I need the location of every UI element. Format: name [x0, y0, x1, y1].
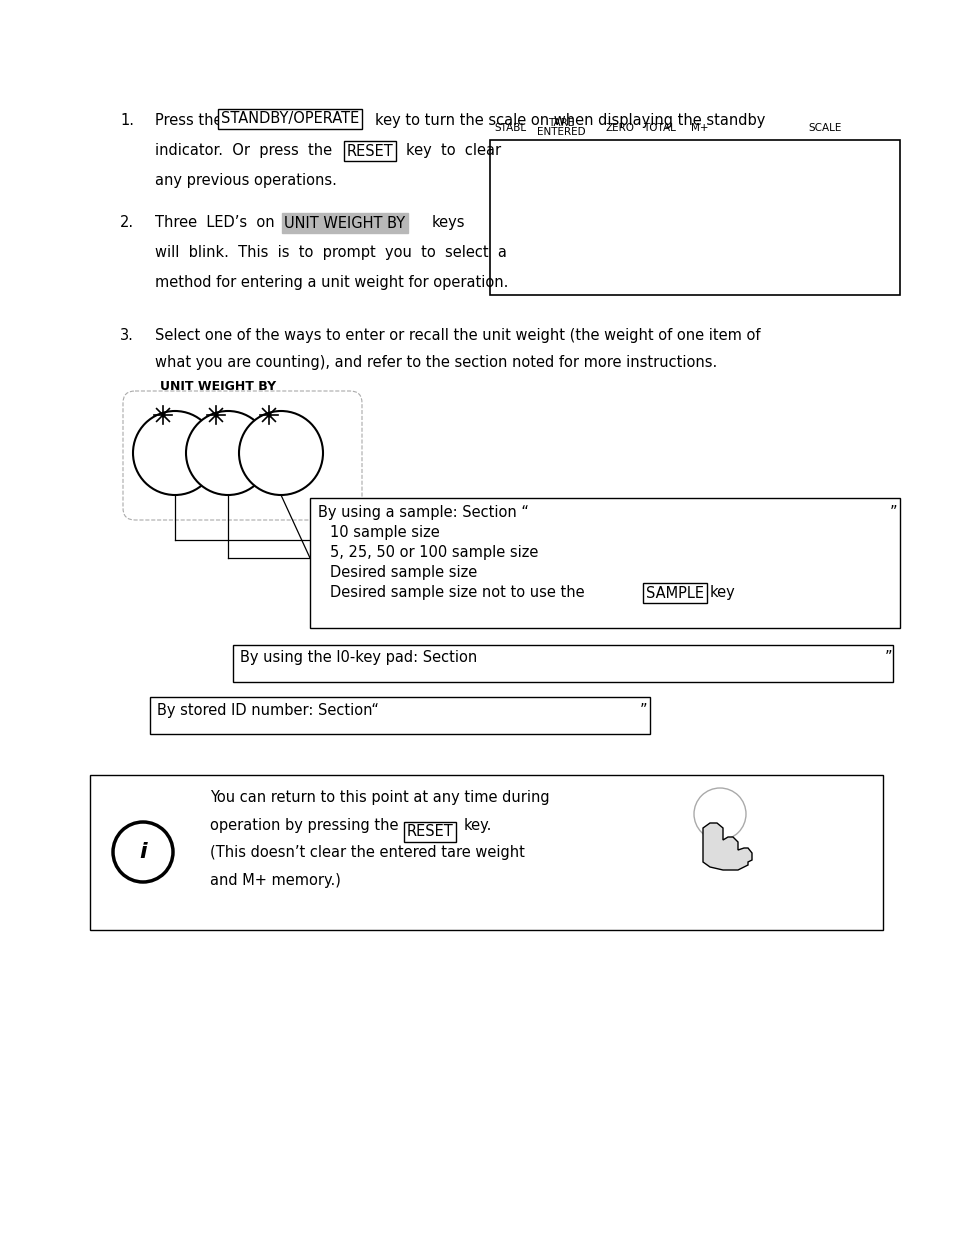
Text: any previous operations.: any previous operations.: [154, 173, 336, 188]
Text: SCALE: SCALE: [807, 124, 841, 133]
Text: M+: M+: [691, 124, 708, 133]
Text: and M+ memory.): and M+ memory.): [210, 873, 340, 888]
Text: Desired sample size not to use the: Desired sample size not to use the: [330, 585, 584, 600]
Bar: [490, 140, 899, 295]
Text: Desired sample size: Desired sample size: [330, 564, 476, 580]
Text: operation by pressing the: operation by pressing the: [210, 818, 398, 832]
Circle shape: [186, 411, 270, 495]
Text: ”: ”: [889, 505, 897, 520]
Text: method for entering a unit weight for operation.: method for entering a unit weight for op…: [154, 275, 508, 290]
Circle shape: [693, 788, 745, 840]
Text: TOTAL: TOTAL: [643, 124, 676, 133]
Text: ZERO: ZERO: [605, 124, 634, 133]
Polygon shape: [702, 823, 751, 869]
Bar: [233, 645, 892, 682]
Text: (This doesn’t clear the entered tare weight: (This doesn’t clear the entered tare wei…: [210, 845, 524, 860]
Text: what you are counting), and refer to the section noted for more instructions.: what you are counting), and refer to the…: [154, 354, 717, 370]
Text: key to turn the scale on when displaying the standby: key to turn the scale on when displaying…: [375, 112, 764, 128]
Text: RESET: RESET: [406, 825, 453, 840]
Text: By stored ID number: Section“: By stored ID number: Section“: [157, 703, 378, 718]
Text: RESET: RESET: [346, 143, 393, 158]
Text: indicator.  Or  press  the: indicator. Or press the: [154, 143, 332, 158]
Text: will  blink.  This  is  to  prompt  you  to  select  a: will blink. This is to prompt you to sel…: [154, 245, 506, 261]
Circle shape: [112, 823, 172, 882]
Text: 5, 25, 50 or 100 sample size: 5, 25, 50 or 100 sample size: [330, 545, 537, 559]
Text: ”: ”: [884, 650, 892, 664]
Text: 3.: 3.: [120, 329, 133, 343]
Text: UNIT WEIGHT BY: UNIT WEIGHT BY: [160, 380, 275, 393]
Bar: [90, 776, 882, 930]
Text: By using the l0-key pad: Section: By using the l0-key pad: Section: [240, 650, 476, 664]
Text: Three  LED’s  on  the: Three LED’s on the: [154, 215, 308, 230]
Text: You can return to this point at any time during: You can return to this point at any time…: [210, 790, 549, 805]
Text: 1.: 1.: [120, 112, 133, 128]
Text: ENTERED: ENTERED: [537, 127, 585, 137]
Text: 2.: 2.: [120, 215, 134, 230]
Bar: [150, 697, 649, 734]
Circle shape: [132, 411, 216, 495]
Text: Press the: Press the: [154, 112, 222, 128]
Text: By using a sample: Section “: By using a sample: Section “: [317, 505, 528, 520]
Text: Select one of the ways to enter or recall the unit weight (the weight of one ite: Select one of the ways to enter or recal…: [154, 329, 760, 343]
Circle shape: [239, 411, 323, 495]
Text: SAMPLE: SAMPLE: [645, 585, 703, 600]
Text: UNIT WEIGHT BY: UNIT WEIGHT BY: [284, 215, 405, 231]
Text: key.: key.: [463, 818, 492, 832]
Text: key: key: [709, 585, 735, 600]
Text: TARE: TARE: [547, 119, 574, 128]
Bar: [310, 498, 899, 629]
Text: key  to  clear: key to clear: [406, 143, 500, 158]
Text: keys: keys: [432, 215, 465, 230]
Text: ”: ”: [639, 703, 647, 718]
Text: STABL: STABL: [494, 124, 525, 133]
Text: i: i: [139, 842, 147, 862]
Text: STANDBY/OPERATE: STANDBY/OPERATE: [221, 111, 358, 126]
Text: 10 sample size: 10 sample size: [330, 525, 439, 540]
